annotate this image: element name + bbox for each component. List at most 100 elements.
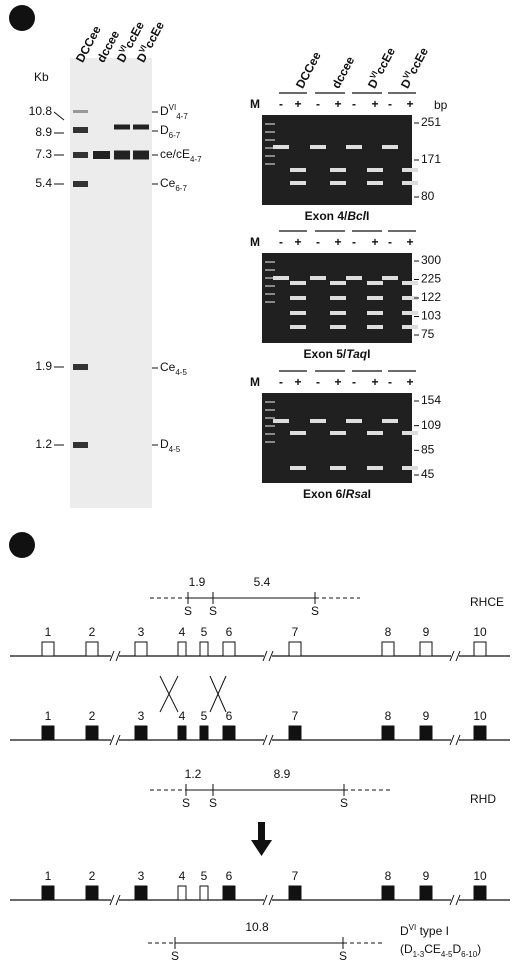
text-part: Ce — [160, 176, 176, 190]
text-part: ccEe — [142, 19, 168, 51]
line — [262, 894, 268, 906]
ladder — [265, 301, 275, 303]
size-label: 5.4 — [35, 176, 52, 190]
line — [268, 650, 274, 662]
lane-sign: + — [406, 235, 413, 249]
line — [209, 675, 227, 713]
band — [73, 442, 88, 448]
band — [367, 325, 383, 329]
text-part: VI — [368, 69, 379, 80]
line — [455, 734, 461, 746]
band — [330, 168, 346, 172]
site-label: S — [209, 796, 217, 810]
exon-number: 10 — [473, 709, 487, 723]
exon-number: 5 — [201, 625, 208, 639]
text-part: (D — [400, 942, 413, 956]
ladder — [265, 163, 275, 165]
size-label: 7.3 — [35, 147, 52, 161]
band-label: Ce4-5 — [160, 360, 187, 376]
text-part: VI — [137, 43, 148, 54]
panel-label: A — [18, 11, 27, 25]
text-part: 6-7 — [169, 131, 181, 140]
band — [93, 151, 110, 159]
band — [382, 145, 398, 149]
exon-number: 1 — [45, 869, 52, 883]
break — [451, 736, 459, 744]
break — [264, 896, 272, 904]
text-part: D — [160, 123, 169, 137]
band — [73, 364, 88, 370]
ladder — [265, 155, 275, 157]
exon — [177, 725, 187, 741]
exon — [85, 641, 99, 657]
exon — [199, 641, 209, 657]
line — [159, 675, 179, 713]
band — [73, 127, 88, 133]
line — [115, 650, 121, 662]
band-label: ce/cE4-7 — [160, 147, 202, 163]
text-part: VI — [117, 43, 128, 54]
band — [367, 168, 383, 172]
band — [273, 276, 289, 280]
exon-number: 8 — [385, 869, 392, 883]
band — [346, 419, 362, 423]
hybrid-name: DVI type I — [400, 923, 449, 939]
ladder — [265, 293, 275, 295]
exon — [41, 885, 55, 901]
line — [449, 734, 455, 746]
text-part: D — [160, 104, 169, 118]
text-part: I — [366, 209, 369, 223]
band — [346, 276, 362, 280]
band — [330, 281, 346, 285]
break — [451, 896, 459, 904]
band-label: DVI4-7 — [160, 103, 188, 121]
exon — [177, 641, 187, 657]
break — [264, 736, 272, 744]
exon — [419, 725, 433, 741]
text-part: 6-7 — [175, 184, 187, 193]
band — [402, 296, 418, 300]
text-part: ce/cE — [160, 147, 190, 161]
text-part: 4-5 — [175, 368, 187, 377]
text-part: VI — [409, 923, 417, 932]
exon-number: 3 — [138, 709, 145, 723]
distance-label: 1.9 — [189, 575, 206, 589]
pcr-lane-label: DCCee — [293, 49, 324, 91]
band-label: D4-5 — [160, 437, 181, 453]
exon — [419, 641, 433, 657]
ladder — [265, 277, 275, 279]
band — [382, 419, 398, 423]
exon-number: 9 — [423, 869, 430, 883]
exon-number: 8 — [385, 709, 392, 723]
site-label: S — [311, 604, 319, 618]
exon-number: 10 — [473, 869, 487, 883]
band — [273, 419, 289, 423]
band — [367, 181, 383, 185]
exon-number: 3 — [138, 625, 145, 639]
band — [330, 181, 346, 185]
ladder — [265, 417, 275, 419]
text-part: dccee — [329, 54, 357, 91]
text-part: 4-7 — [176, 112, 188, 121]
lane-sign: - — [352, 97, 356, 111]
line — [53, 111, 65, 121]
band — [310, 419, 326, 423]
line — [449, 894, 455, 906]
exon — [41, 725, 55, 741]
text-part: D — [160, 437, 169, 451]
bp-size: 45 — [421, 467, 435, 481]
lane-sign: + — [406, 375, 413, 389]
lane-sign: - — [279, 375, 283, 389]
exon — [381, 885, 395, 901]
bp-size: 80 — [421, 189, 435, 203]
band — [73, 152, 88, 158]
text-part: VI — [169, 103, 177, 112]
ladder — [265, 441, 275, 443]
exon-number: 8 — [385, 625, 392, 639]
exon — [177, 885, 187, 901]
band — [402, 431, 418, 435]
site-label: S — [184, 604, 192, 618]
band — [402, 181, 418, 185]
bp-size: 103 — [421, 309, 441, 323]
